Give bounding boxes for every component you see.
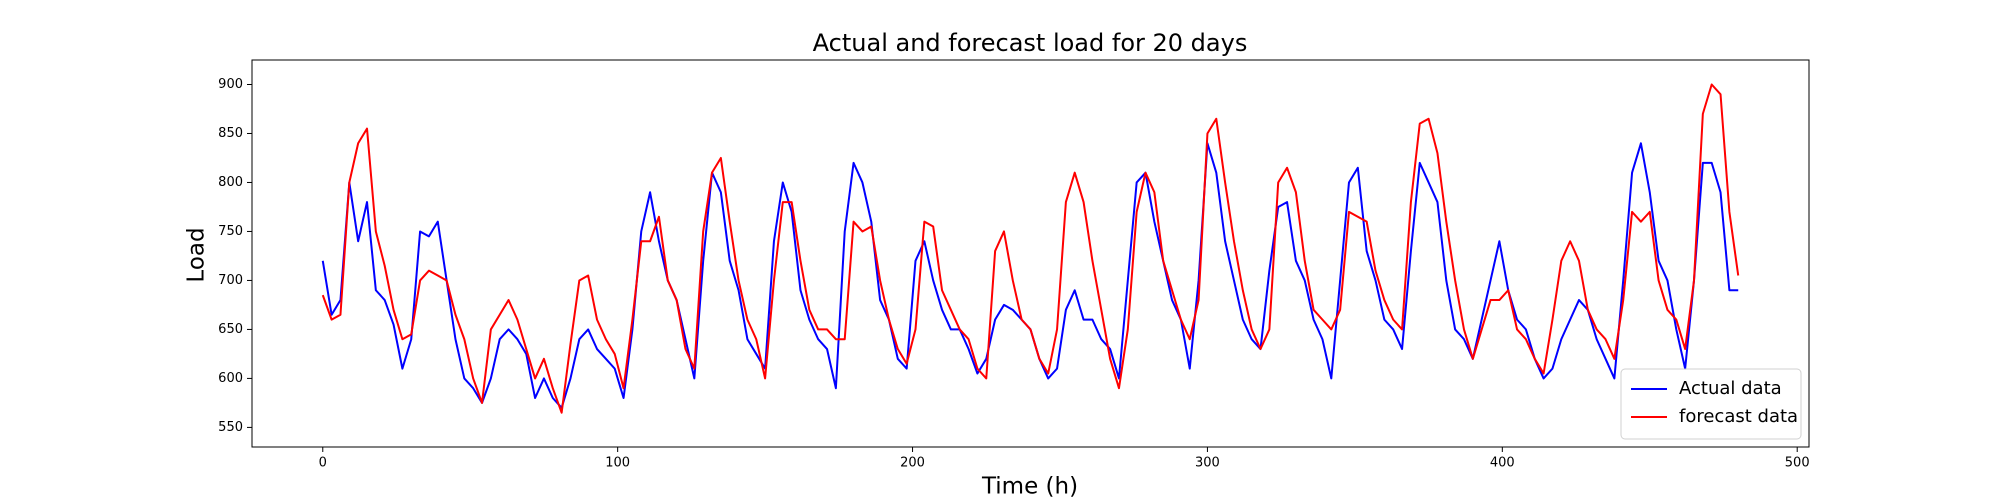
y-tick-label: 700: [218, 273, 243, 288]
y-axis-label: Load: [184, 227, 210, 282]
legend-box: [1620, 368, 1802, 440]
y-tick-label: 850: [218, 126, 243, 141]
x-tick-label: 200: [900, 456, 925, 471]
x-tick-label: 500: [1785, 456, 1810, 471]
x-tick-label: 400: [1490, 456, 1515, 471]
y-tick-label: 600: [218, 371, 243, 386]
x-tick-label: 0: [319, 456, 327, 471]
y-tick-label: 650: [218, 322, 243, 337]
data-line: [321, 142, 1739, 409]
data-line: [321, 83, 1740, 414]
x-tick-label: 300: [1195, 456, 1220, 471]
y-tick-label: 900: [218, 77, 243, 92]
plot-area: [251, 59, 1810, 448]
legend-label: Actual data: [1679, 378, 1782, 399]
x-axis-label: Time (h): [981, 474, 1078, 500]
y-tick-label: 550: [218, 420, 243, 435]
y-tick-label: 800: [218, 175, 243, 190]
legend-label: forecast data: [1679, 406, 1798, 427]
y-tick-label: 750: [218, 224, 243, 239]
x-tick-label: 100: [605, 456, 630, 471]
chart-title: Actual and forecast load for 20 days: [813, 29, 1248, 57]
